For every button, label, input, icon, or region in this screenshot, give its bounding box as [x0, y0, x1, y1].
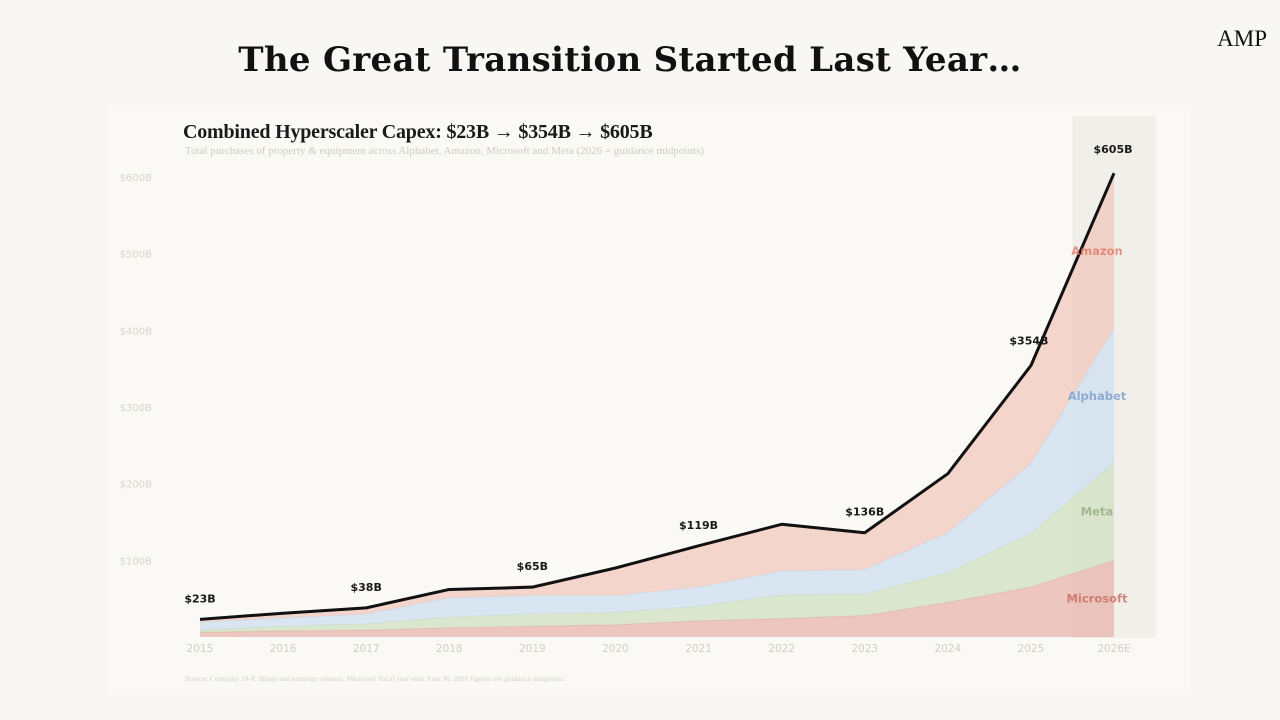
x-tick-label: 2019: [519, 643, 546, 655]
data-label: $605B: [1094, 143, 1133, 156]
y-tick-label: $500B: [120, 250, 152, 261]
x-tick-label: 2023: [851, 643, 878, 655]
data-label: $65B: [517, 560, 548, 573]
x-tick-label: 2025: [1018, 643, 1045, 655]
y-tick-label: $400B: [120, 326, 152, 337]
y-tick-label: $200B: [120, 480, 152, 491]
x-tick-label: 2017: [353, 643, 380, 655]
chart-subtitle: Total purchases of property & equipment …: [185, 145, 704, 157]
x-tick-label: 2021: [685, 643, 712, 655]
total-line: [199, 172, 1116, 621]
y-tick-label: $300B: [120, 403, 152, 414]
series-label-alphabet: Alphabet: [1068, 389, 1127, 403]
series-label-microsoft: Microsoft: [1066, 592, 1128, 606]
area-edge-meta: [199, 462, 1115, 631]
data-label: $354B: [1009, 335, 1048, 348]
series-label-amazon: Amazon: [1071, 244, 1122, 258]
data-label: $23B: [184, 592, 215, 605]
data-label: $119B: [679, 519, 718, 532]
x-tick-label: 2020: [602, 643, 629, 655]
x-tick-label: 2026E: [1097, 643, 1130, 655]
chart-source: Source: Company 10-K filings and earning…: [185, 674, 565, 683]
x-tick-label: 2015: [187, 643, 214, 655]
chart-title: Combined Hyperscaler Capex: $23B → $354B…: [183, 121, 653, 143]
area-microsoft: [200, 560, 1114, 637]
series-label-meta: Meta: [1081, 505, 1114, 519]
area-meta: [200, 462, 1114, 633]
data-label: $38B: [351, 581, 382, 594]
slide-title: The Great Transition Started Last Year…: [238, 40, 1022, 80]
y-tick-label: $100B: [120, 556, 152, 567]
y-tick-label: $600B: [120, 173, 152, 184]
brand-logo: AMP: [1217, 26, 1267, 51]
x-tick-label: 2022: [768, 643, 795, 655]
data-label: $136B: [845, 506, 884, 519]
x-tick-label: 2016: [270, 643, 297, 655]
x-tick-label: 2024: [934, 643, 961, 655]
x-tick-label: 2018: [436, 643, 463, 655]
